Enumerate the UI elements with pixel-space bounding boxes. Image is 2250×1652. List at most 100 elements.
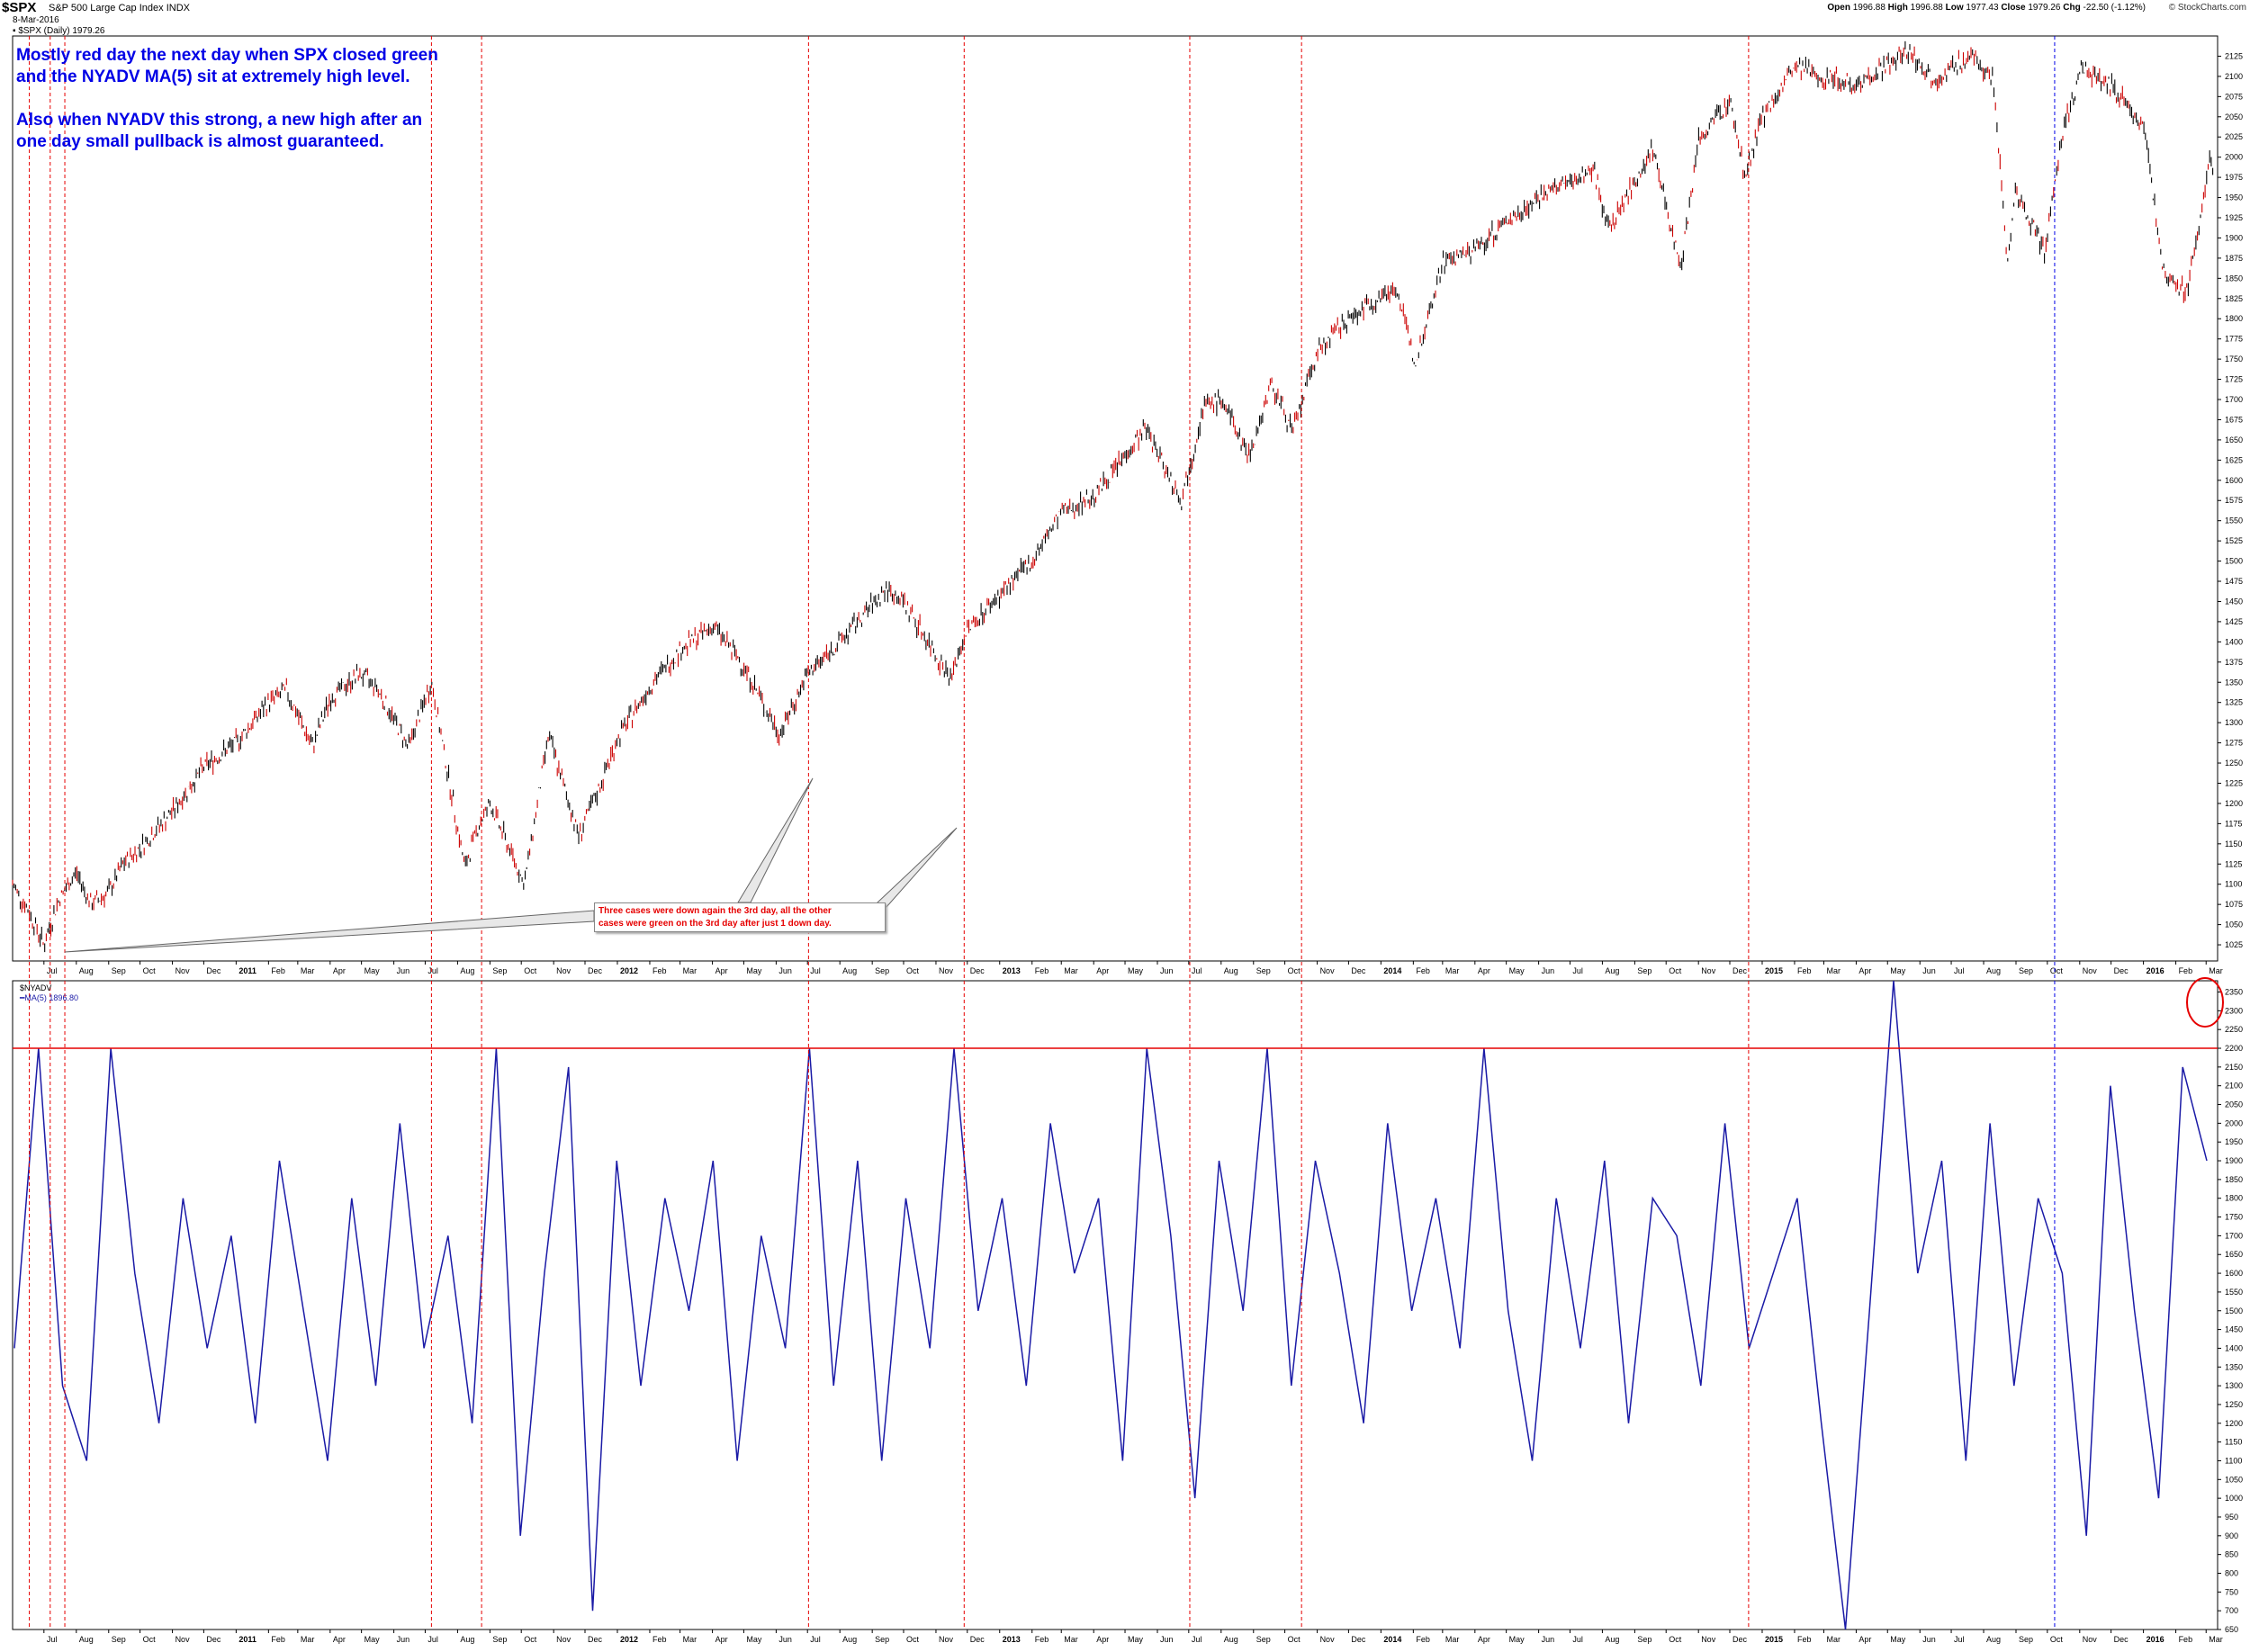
x-tick-label: Mar bbox=[683, 966, 698, 975]
x-tick-label: May bbox=[1509, 1635, 1526, 1644]
price-y-tick-label: 1400 bbox=[2225, 637, 2243, 646]
x-tick-label: Jul bbox=[1192, 966, 1202, 975]
x-tick-label: Nov bbox=[2083, 966, 2098, 975]
price-y-tick-label: 1500 bbox=[2225, 557, 2243, 566]
nyadv-y-tick-label: 1400 bbox=[2225, 1343, 2243, 1352]
nyadv-y-tick-label: 2300 bbox=[2225, 1006, 2243, 1015]
x-tick-label: Jun bbox=[1542, 1635, 1555, 1644]
x-tick-label: Sep bbox=[875, 966, 889, 975]
nyadv-y-tick-label: 1250 bbox=[2225, 1400, 2243, 1409]
x-tick-label: Mar bbox=[2209, 966, 2223, 975]
note-line-3: Also when NYADV this strong, a new high … bbox=[16, 111, 423, 130]
x-tick-label: Mar bbox=[2209, 1635, 2223, 1644]
x-tick-label: Sep bbox=[875, 1635, 889, 1644]
x-tick-label: Dec bbox=[206, 1635, 221, 1644]
x-tick-label: Sep bbox=[492, 1635, 507, 1644]
nyadv-legend-text: MA(5) 1896.80 bbox=[24, 993, 78, 1002]
x-tick-label: Dec bbox=[1732, 1635, 1748, 1644]
x-tick-label: Oct bbox=[524, 966, 537, 975]
nyadv-panel-frame bbox=[12, 980, 2218, 1630]
nyadv-y-tick-label: 1650 bbox=[2225, 1250, 2243, 1259]
nyadv-y-tick-label: 1500 bbox=[2225, 1306, 2243, 1315]
nyadv-y-tick-label: 1550 bbox=[2225, 1288, 2243, 1297]
x-tick-label: Jun bbox=[1542, 966, 1555, 975]
x-tick-label: Dec bbox=[588, 966, 603, 975]
price-y-tick-label: 1775 bbox=[2225, 335, 2243, 344]
nyadv-y-tick-label: 650 bbox=[2225, 1625, 2238, 1634]
x-tick-label: Dec bbox=[970, 1635, 986, 1644]
x-tick-label: Nov bbox=[939, 1635, 954, 1644]
x-tick-label: Oct bbox=[1288, 1635, 1301, 1644]
x-tick-label: Jul bbox=[47, 966, 58, 975]
price-y-tick-label: 1150 bbox=[2225, 839, 2242, 848]
x-tick-label: Aug bbox=[1605, 1635, 1619, 1644]
nyadv-y-tick-label: 1750 bbox=[2225, 1213, 2243, 1222]
legend-swatch-icon: ━ bbox=[20, 993, 25, 1002]
x-tick-label: Feb bbox=[2179, 966, 2193, 975]
x-tick-label: Aug bbox=[842, 1635, 857, 1644]
x-tick-label: Aug bbox=[1986, 966, 2001, 975]
x-tick-label: Feb bbox=[271, 1635, 285, 1644]
note-line-4: one day small pullback is almost guarant… bbox=[16, 132, 384, 151]
spx-price-bars bbox=[12, 40, 2214, 953]
x-tick-label: Sep bbox=[1637, 1635, 1652, 1644]
x-tick-label: Apr bbox=[716, 1635, 728, 1644]
price-y-axis: 1025 1050 1075 1100 1125 1150 1175 1200 1225 1250… bbox=[2218, 51, 2243, 949]
x-tick-label: Jun bbox=[778, 1635, 792, 1644]
high-label: High bbox=[1887, 3, 1908, 13]
nyadv-y-tick-label: 2200 bbox=[2225, 1044, 2243, 1053]
nyadv-y-tick-label: 2050 bbox=[2225, 1100, 2243, 1109]
annotation-note-1: Mostly red day the next day when SPX clo… bbox=[16, 45, 438, 88]
nyadv-y-tick-label: 900 bbox=[2225, 1531, 2238, 1540]
x-tick-label: Feb bbox=[2179, 1635, 2193, 1644]
x-tick-label: Nov bbox=[2083, 1635, 2098, 1644]
x-tick-label: Dec bbox=[2114, 1635, 2129, 1644]
x-tick-label: Jun bbox=[1160, 966, 1174, 975]
x-tick-label: Aug bbox=[842, 966, 857, 975]
x-tick-label: Jul bbox=[47, 1635, 58, 1644]
price-y-tick-label: 1425 bbox=[2225, 617, 2243, 626]
chg-value: -22.50 (-1.12%) bbox=[2083, 3, 2146, 13]
x-tick-label: Nov bbox=[939, 966, 954, 975]
x-tick-label: Nov bbox=[1320, 1635, 1336, 1644]
latest-reading-circle bbox=[2186, 977, 2224, 1028]
x-tick-label: Dec bbox=[970, 966, 986, 975]
note-line-2: and the NYADV MA(5) sit at extremely hig… bbox=[16, 67, 410, 86]
x-tick-label: 2013 bbox=[1003, 1635, 1021, 1644]
x-tick-label: Dec bbox=[206, 966, 221, 975]
price-y-tick-label: 1750 bbox=[2225, 355, 2243, 364]
x-tick-label: 2016 bbox=[2146, 966, 2164, 975]
price-y-tick-label: 2075 bbox=[2225, 92, 2243, 101]
nyadv-x-axis: Jul Aug Sep Oct Nov Dec 2011 Feb Mar Apr May Jun Jul… bbox=[43, 1630, 2223, 1644]
x-tick-label: 2014 bbox=[1383, 1635, 1401, 1644]
close-label: Close bbox=[2001, 3, 2026, 13]
x-tick-label: Mar bbox=[1064, 1635, 1078, 1644]
nyadv-y-tick-label: 1950 bbox=[2225, 1137, 2243, 1146]
x-tick-label: Mar bbox=[1826, 966, 1840, 975]
nyadv-y-tick-label: 950 bbox=[2225, 1513, 2238, 1522]
price-y-tick-label: 2100 bbox=[2225, 72, 2243, 81]
price-y-tick-label: 1175 bbox=[2225, 819, 2242, 828]
x-tick-label: May bbox=[746, 966, 762, 975]
callout-line-1: Three cases were down again the 3rd day,… bbox=[598, 906, 832, 916]
x-tick-label: Dec bbox=[1732, 966, 1748, 975]
x-tick-label: Oct bbox=[906, 966, 920, 975]
x-tick-label: Jun bbox=[1922, 966, 1936, 975]
x-tick-label: Nov bbox=[1320, 966, 1336, 975]
x-tick-label: May bbox=[1128, 966, 1144, 975]
stockcharts-brand[interactable]: © StockCharts.com bbox=[2168, 3, 2246, 13]
nyadv-y-tick-label: 2000 bbox=[2225, 1118, 2243, 1127]
x-tick-label: Aug bbox=[79, 1635, 94, 1644]
x-tick-label: Jun bbox=[397, 966, 410, 975]
x-tick-label: Feb bbox=[1416, 1635, 1430, 1644]
x-tick-label: Oct bbox=[524, 1635, 537, 1644]
x-tick-label: Jul bbox=[810, 966, 821, 975]
x-tick-label: Mar bbox=[301, 1635, 315, 1644]
price-y-tick-label: 1125 bbox=[2225, 859, 2242, 868]
chart-date: 8-Mar-2016 bbox=[13, 15, 59, 25]
x-tick-label: Sep bbox=[492, 966, 507, 975]
x-tick-label: Sep bbox=[112, 1635, 126, 1644]
x-tick-label: Jul bbox=[1954, 1635, 1965, 1644]
x-tick-label: 2011 bbox=[238, 966, 256, 975]
